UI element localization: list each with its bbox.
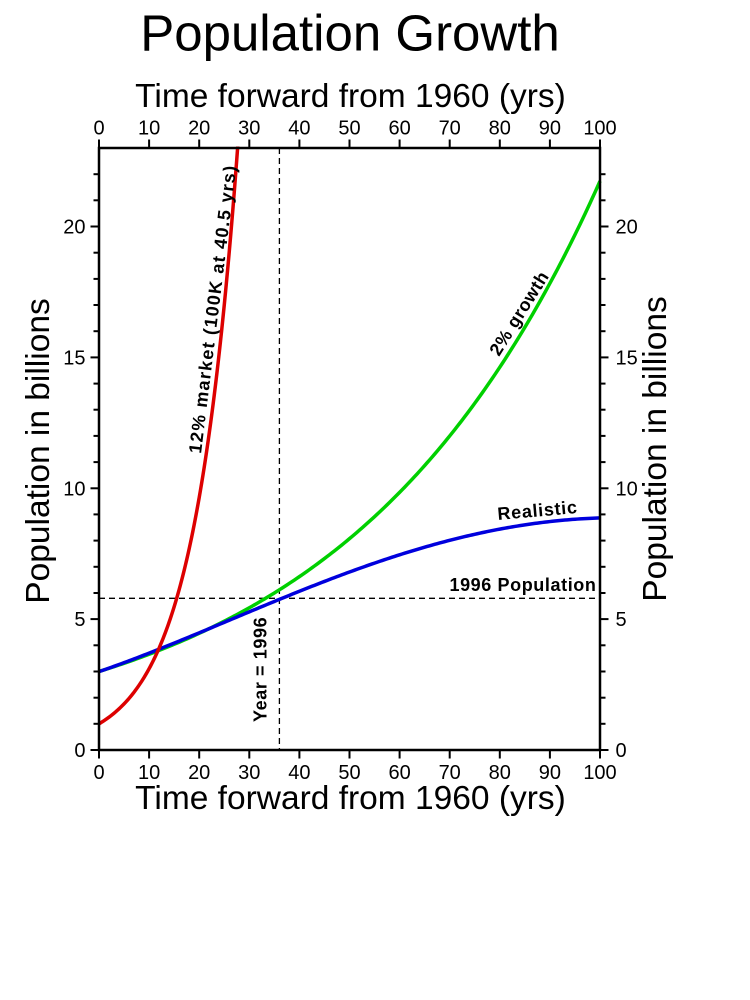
- svg-text:100: 100: [583, 762, 616, 784]
- svg-text:40: 40: [288, 762, 310, 784]
- svg-text:20: 20: [616, 217, 638, 239]
- svg-text:10: 10: [616, 478, 638, 500]
- svg-text:20: 20: [188, 118, 210, 140]
- svg-text:90: 90: [539, 762, 561, 784]
- svg-text:Population Growth: Population Growth: [140, 5, 560, 62]
- svg-text:15: 15: [616, 347, 638, 369]
- svg-text:15: 15: [63, 347, 85, 369]
- svg-text:50: 50: [338, 762, 360, 784]
- svg-text:60: 60: [388, 762, 410, 784]
- svg-text:1996 Population: 1996 Population: [449, 575, 596, 595]
- svg-text:0: 0: [93, 762, 104, 784]
- svg-text:Population in billions: Population in billions: [637, 296, 674, 601]
- svg-text:20: 20: [63, 217, 85, 239]
- svg-text:30: 30: [238, 118, 260, 140]
- svg-text:0: 0: [74, 740, 85, 762]
- svg-text:5: 5: [74, 609, 85, 631]
- svg-text:50: 50: [338, 118, 360, 140]
- svg-text:10: 10: [63, 478, 85, 500]
- svg-text:Population in billions: Population in billions: [20, 298, 57, 603]
- svg-text:70: 70: [439, 762, 461, 784]
- svg-text:70: 70: [439, 118, 461, 140]
- svg-text:10: 10: [138, 762, 160, 784]
- svg-text:40: 40: [288, 118, 310, 140]
- svg-text:Time forward from 1960 (yrs): Time forward from 1960 (yrs): [135, 780, 566, 817]
- svg-text:20: 20: [188, 762, 210, 784]
- svg-text:10: 10: [138, 118, 160, 140]
- svg-text:0: 0: [93, 118, 104, 140]
- svg-text:Year = 1996: Year = 1996: [250, 617, 270, 722]
- svg-text:80: 80: [489, 118, 511, 140]
- svg-text:0: 0: [616, 740, 627, 762]
- svg-text:100: 100: [583, 118, 616, 140]
- svg-text:60: 60: [388, 118, 410, 140]
- svg-text:30: 30: [238, 762, 260, 784]
- svg-text:Time forward from 1960 (yrs): Time forward from 1960 (yrs): [135, 78, 566, 115]
- svg-text:80: 80: [489, 762, 511, 784]
- svg-text:90: 90: [539, 118, 561, 140]
- svg-text:5: 5: [616, 609, 627, 631]
